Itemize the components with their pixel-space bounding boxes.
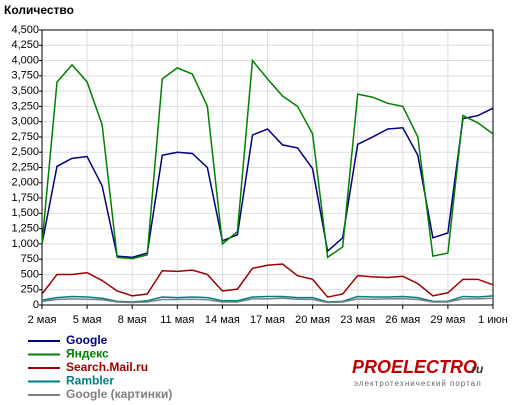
y-tick-label: 0	[33, 299, 39, 311]
y-tick-label: 2,750	[11, 131, 39, 143]
x-tick-label: 2 мая	[28, 314, 57, 326]
y-tick-label: 750	[21, 253, 39, 265]
y-tick-label: 3,750	[11, 70, 39, 82]
series-line	[41, 263, 494, 298]
y-tick-label: 1,250	[11, 223, 39, 235]
y-tick-label: 2,500	[11, 146, 39, 158]
y-tick-label: 3,500	[11, 85, 39, 97]
x-tick-label: 29 мая	[430, 314, 465, 326]
legend-label: Яндекс	[66, 347, 109, 361]
legend-label: Google (картинки)	[66, 387, 172, 401]
y-tick-label: 2,000	[11, 177, 39, 189]
y-tick-label: 4,250	[11, 39, 39, 51]
y-tick-label: 250	[21, 284, 39, 296]
x-tick-label: 17 мая	[250, 314, 285, 326]
y-tick-label: 3,000	[11, 116, 39, 128]
x-tick-label: 1 июн	[478, 314, 508, 326]
x-tick-label: 11 мая	[160, 314, 194, 326]
y-tick-label: 1,000	[11, 238, 39, 250]
series-line	[41, 58, 494, 260]
logo-tagline: электротехнический портал	[354, 379, 482, 388]
legend-label: Google	[66, 333, 108, 347]
x-tick-label: 20 мая	[295, 314, 330, 326]
logo-suffix: .ru	[468, 362, 484, 376]
y-tick-label: 500	[21, 268, 39, 280]
chart-title: Количество	[4, 3, 74, 17]
logo-main: PROELECTRO	[352, 357, 477, 377]
logo: PROELECTRO .ru электротехнический портал	[352, 357, 484, 388]
y-tick-label: 4,000	[11, 54, 39, 66]
series-line	[41, 297, 494, 304]
x-tick-label: 14 мая	[205, 314, 240, 326]
y-tick-label: 2,250	[11, 161, 39, 173]
x-tick-label: 23 мая	[340, 314, 375, 326]
y-tick-label: 4,500	[11, 24, 39, 36]
plot-frame	[41, 29, 494, 306]
y-tick-label: 1,500	[11, 207, 39, 219]
legend-label: Rambler	[66, 374, 114, 388]
x-tick-label: 8 мая	[118, 314, 147, 326]
y-tick-label: 1,750	[11, 192, 39, 204]
legend-label: Search.Mail.ru	[66, 360, 148, 374]
y-tick-label: 3,250	[11, 100, 39, 112]
x-tick-label: 5 мая	[73, 314, 102, 326]
x-tick-label: 26 мая	[385, 314, 420, 326]
